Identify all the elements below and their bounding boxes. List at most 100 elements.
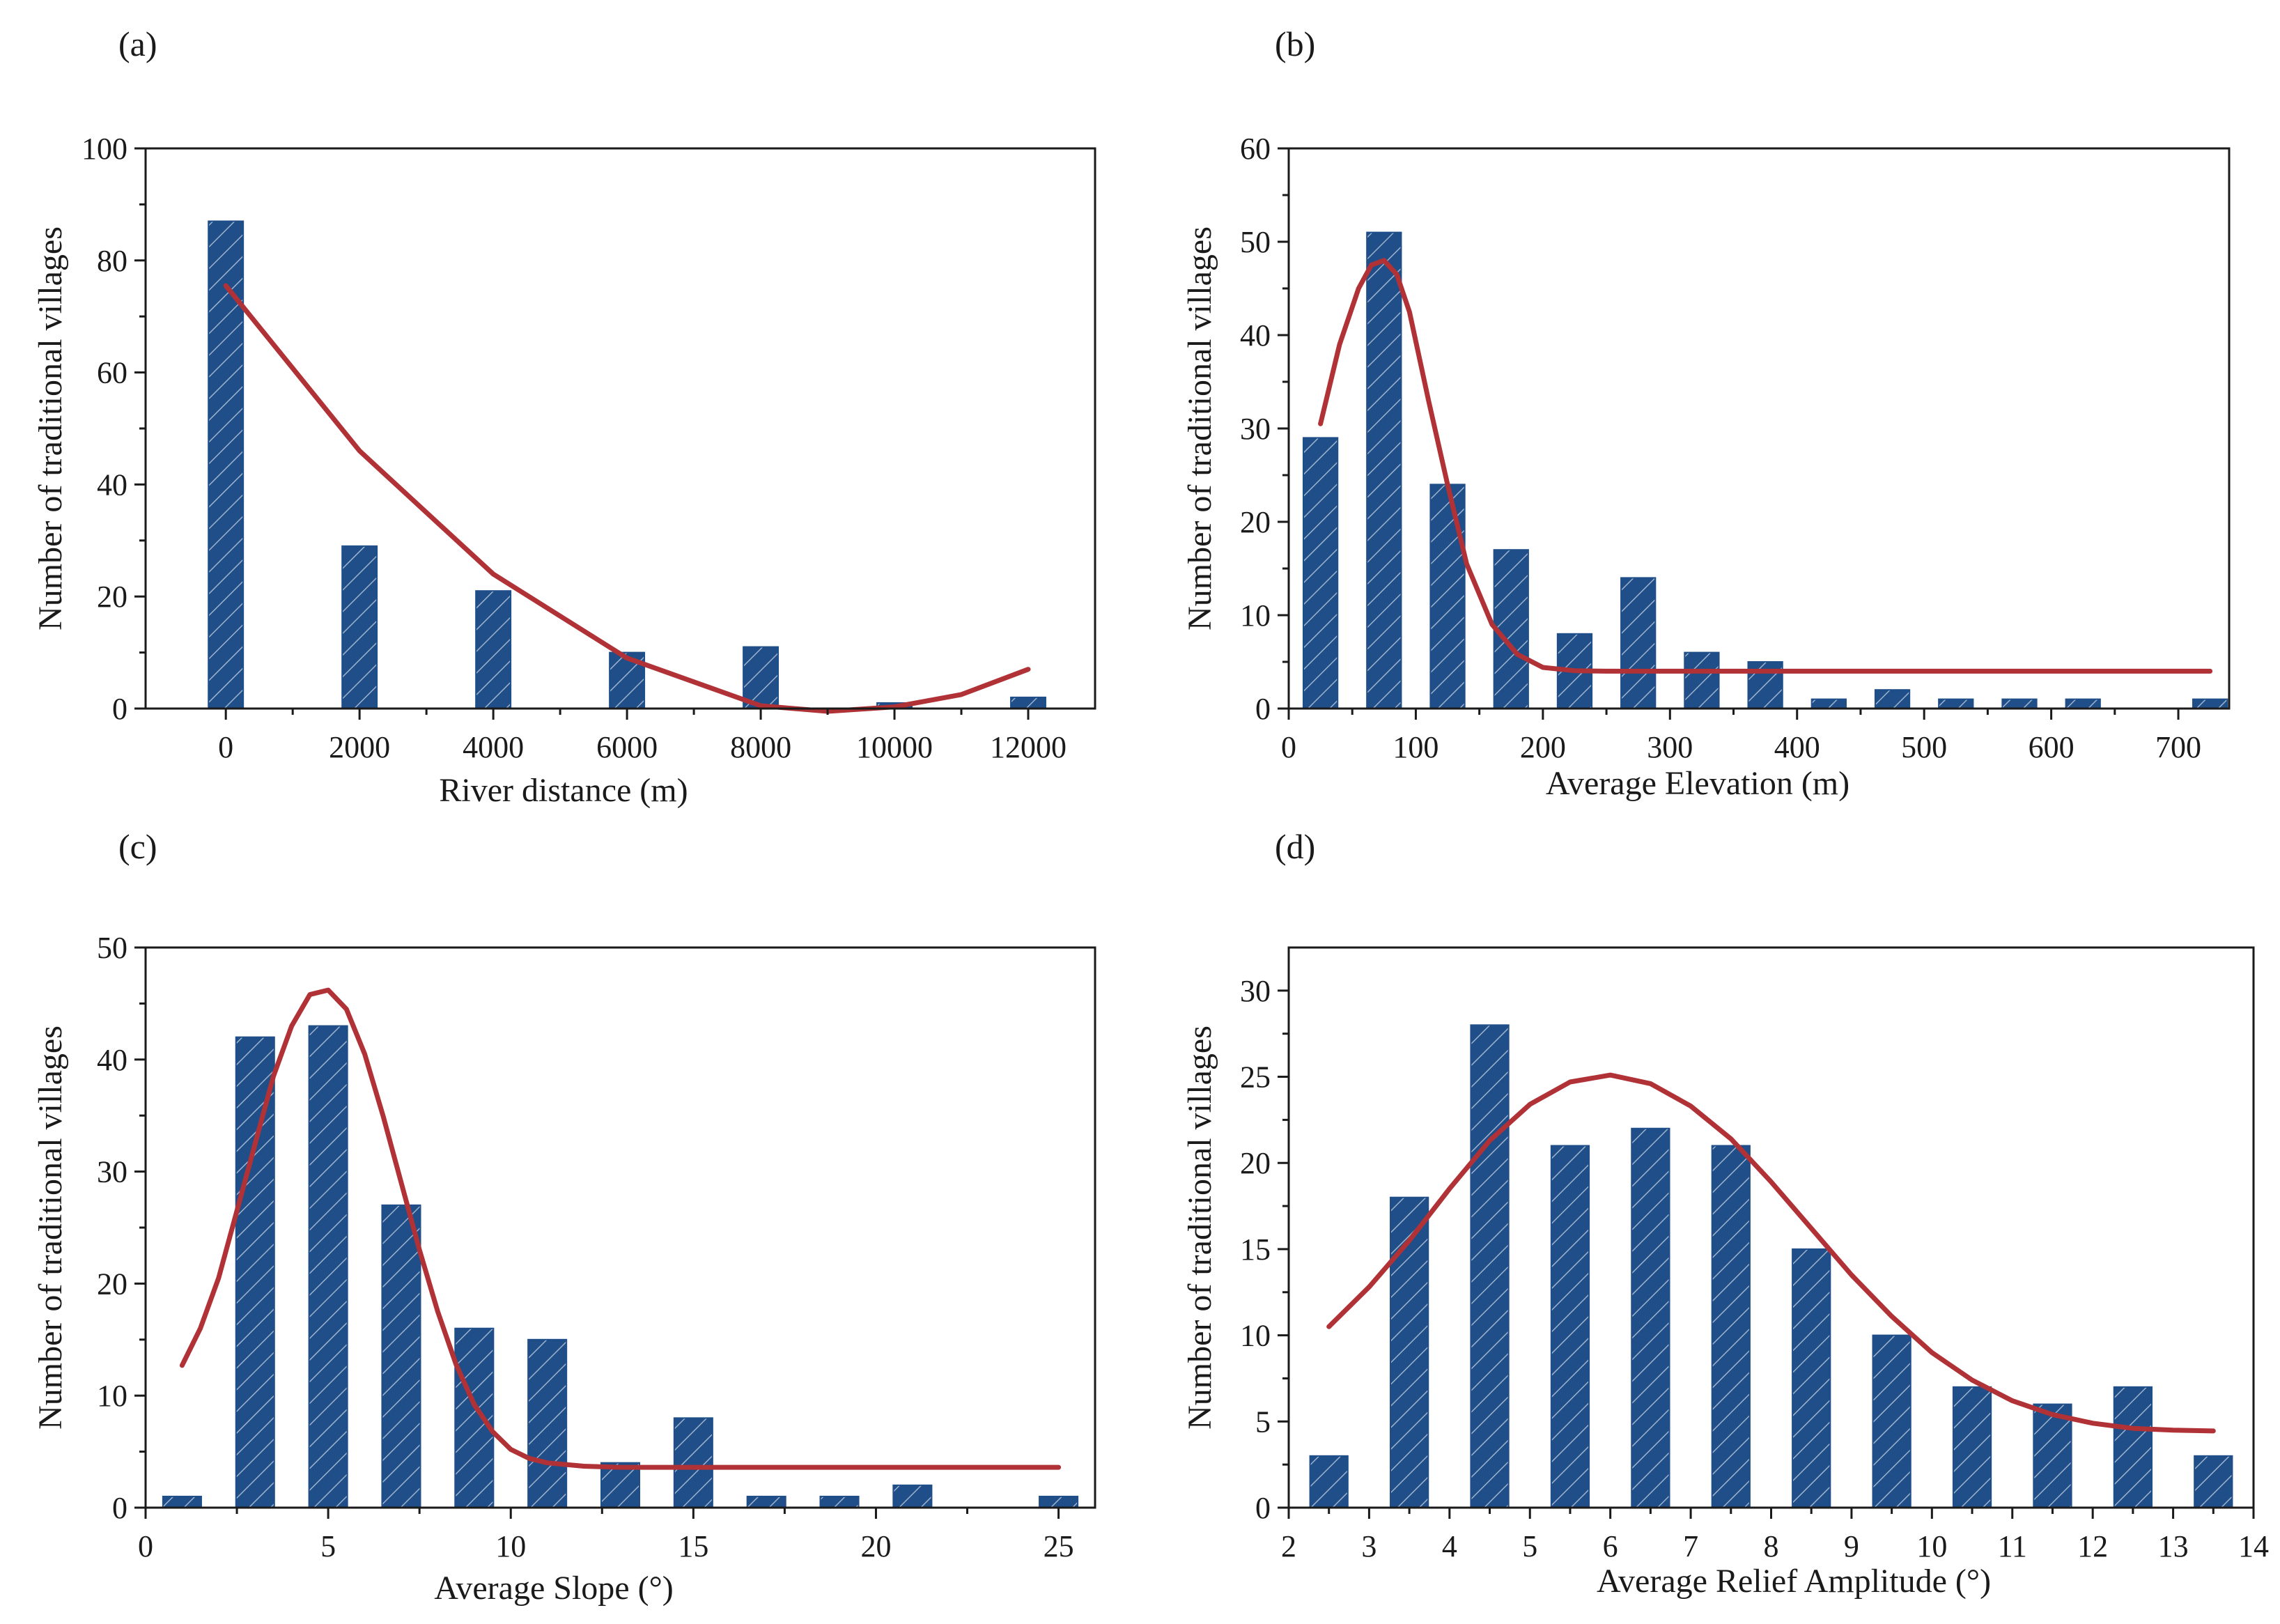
y-tick-label: 50	[1240, 225, 1271, 259]
bar	[1810, 698, 1847, 709]
bar	[2113, 1386, 2153, 1509]
bar	[1550, 1145, 1590, 1508]
bar	[1366, 231, 1402, 710]
x-tick-label: 12	[2077, 1529, 2108, 1563]
y-tick-label: 25	[1240, 1060, 1271, 1095]
x-tick-label: 4	[1442, 1529, 1457, 1563]
x-tick-label: 2000	[329, 730, 390, 764]
y-tick-label: 10	[97, 1379, 127, 1413]
bar	[381, 1204, 421, 1508]
x-axis-label: Average Slope (°)	[434, 1570, 674, 1607]
x-tick-label: 500	[1901, 730, 1947, 764]
x-tick-label: 5	[320, 1529, 336, 1563]
y-tick-label: 20	[1240, 505, 1271, 539]
x-axis-label: River distance (m)	[439, 772, 688, 809]
y-axis-label: Number of traditional villages	[32, 226, 69, 631]
y-axis-label: Number of traditional villages	[32, 1026, 69, 1430]
panel-label: (b)	[1275, 24, 1315, 63]
bar	[2192, 698, 2228, 709]
x-tick-label: 100	[1393, 730, 1438, 764]
y-tick-label: 40	[1240, 318, 1271, 353]
x-tick-label: 8	[1764, 1529, 1779, 1563]
x-tick-label: 25	[1044, 1529, 1074, 1563]
bar	[1493, 549, 1529, 710]
fit-curve	[223, 283, 1031, 714]
y-tick-label: 20	[97, 580, 127, 614]
y-tick-label: 10	[1240, 598, 1271, 633]
y-axis-label: Number of traditional villages	[1181, 226, 1218, 631]
bar	[235, 1036, 275, 1508]
y-tick-label: 0	[1255, 1491, 1271, 1525]
x-axis-label: Average Elevation (m)	[1546, 765, 1849, 802]
bar	[308, 1025, 348, 1509]
x-tick-label: 14	[2238, 1529, 2269, 1563]
y-tick-label: 100	[82, 132, 127, 166]
y-tick-label: 30	[1240, 974, 1271, 1008]
y-tick-label: 0	[1255, 692, 1271, 726]
y-tick-label: 40	[97, 467, 127, 502]
y-tick-label: 60	[97, 356, 127, 390]
x-tick-label: 7	[1683, 1529, 1698, 1563]
bar	[1874, 689, 1911, 710]
chart-panel-b: (b) Average Elevation (m) Number of trad…	[1181, 24, 2231, 802]
y-tick-label: 30	[1240, 412, 1271, 446]
y-tick-label: 0	[112, 692, 127, 726]
x-tick-label: 5	[1522, 1529, 1537, 1563]
bar	[1938, 698, 1974, 709]
bar	[162, 1495, 202, 1508]
bar	[743, 646, 780, 709]
bar	[208, 220, 245, 709]
y-axis-label: Number of traditional villages	[1181, 1026, 1218, 1430]
panel-label: (c)	[118, 827, 157, 866]
y-tick-label: 5	[1255, 1405, 1271, 1439]
x-tick-label: 10000	[856, 730, 933, 764]
bar	[2065, 698, 2101, 709]
bar	[475, 590, 512, 709]
x-tick-label: 6000	[596, 730, 658, 764]
bar	[1039, 1495, 1079, 1508]
chart-panel-a: (a) River distance (m) Number of traditi…	[32, 24, 1096, 809]
bar	[454, 1327, 495, 1508]
y-tick-label: 20	[1240, 1146, 1271, 1180]
bar	[1470, 1024, 1510, 1509]
x-tick-label: 15	[678, 1529, 708, 1563]
x-tick-label: 0	[138, 1529, 153, 1563]
x-tick-label: 4000	[463, 730, 524, 764]
bar	[1872, 1334, 1911, 1508]
x-tick-label: 200	[1520, 730, 1566, 764]
panel-label: (d)	[1275, 827, 1315, 866]
y-tick-label: 80	[97, 244, 127, 278]
x-tick-label: 0	[1281, 730, 1296, 764]
y-tick-label: 30	[97, 1155, 127, 1189]
bar	[527, 1338, 568, 1509]
x-tick-label: 10	[495, 1529, 526, 1563]
panel-label: (a)	[118, 24, 157, 63]
x-tick-label: 400	[1774, 730, 1820, 764]
y-tick-label: 10	[1240, 1319, 1271, 1353]
x-tick-label: 9	[1844, 1529, 1859, 1563]
bar	[600, 1462, 641, 1508]
chart-panel-d: (d) Average Relief Amplitude (°) Number …	[1181, 827, 2269, 1600]
x-tick-label: 8000	[730, 730, 791, 764]
bar	[1010, 696, 1046, 709]
bar	[1631, 1127, 1670, 1509]
bar	[746, 1495, 786, 1508]
y-tick-label: 0	[112, 1491, 127, 1525]
bar	[892, 1484, 933, 1509]
bar	[2194, 1455, 2233, 1509]
y-tick-label: 20	[97, 1267, 127, 1301]
bar	[1302, 437, 1339, 710]
chart-panel-c: (c) Average Slope (°) Number of traditio…	[32, 827, 1096, 1607]
x-tick-label: 20	[860, 1529, 891, 1563]
bar	[819, 1495, 860, 1508]
x-tick-label: 3	[1361, 1529, 1376, 1563]
bar	[2033, 1403, 2072, 1508]
bar	[1620, 577, 1657, 710]
bar	[1711, 1145, 1751, 1508]
bar	[2001, 698, 2038, 709]
y-tick-label: 60	[1240, 132, 1271, 166]
fit-curve	[1326, 1072, 2216, 1434]
x-tick-label: 13	[2158, 1529, 2189, 1563]
x-tick-label: 300	[1647, 730, 1693, 764]
